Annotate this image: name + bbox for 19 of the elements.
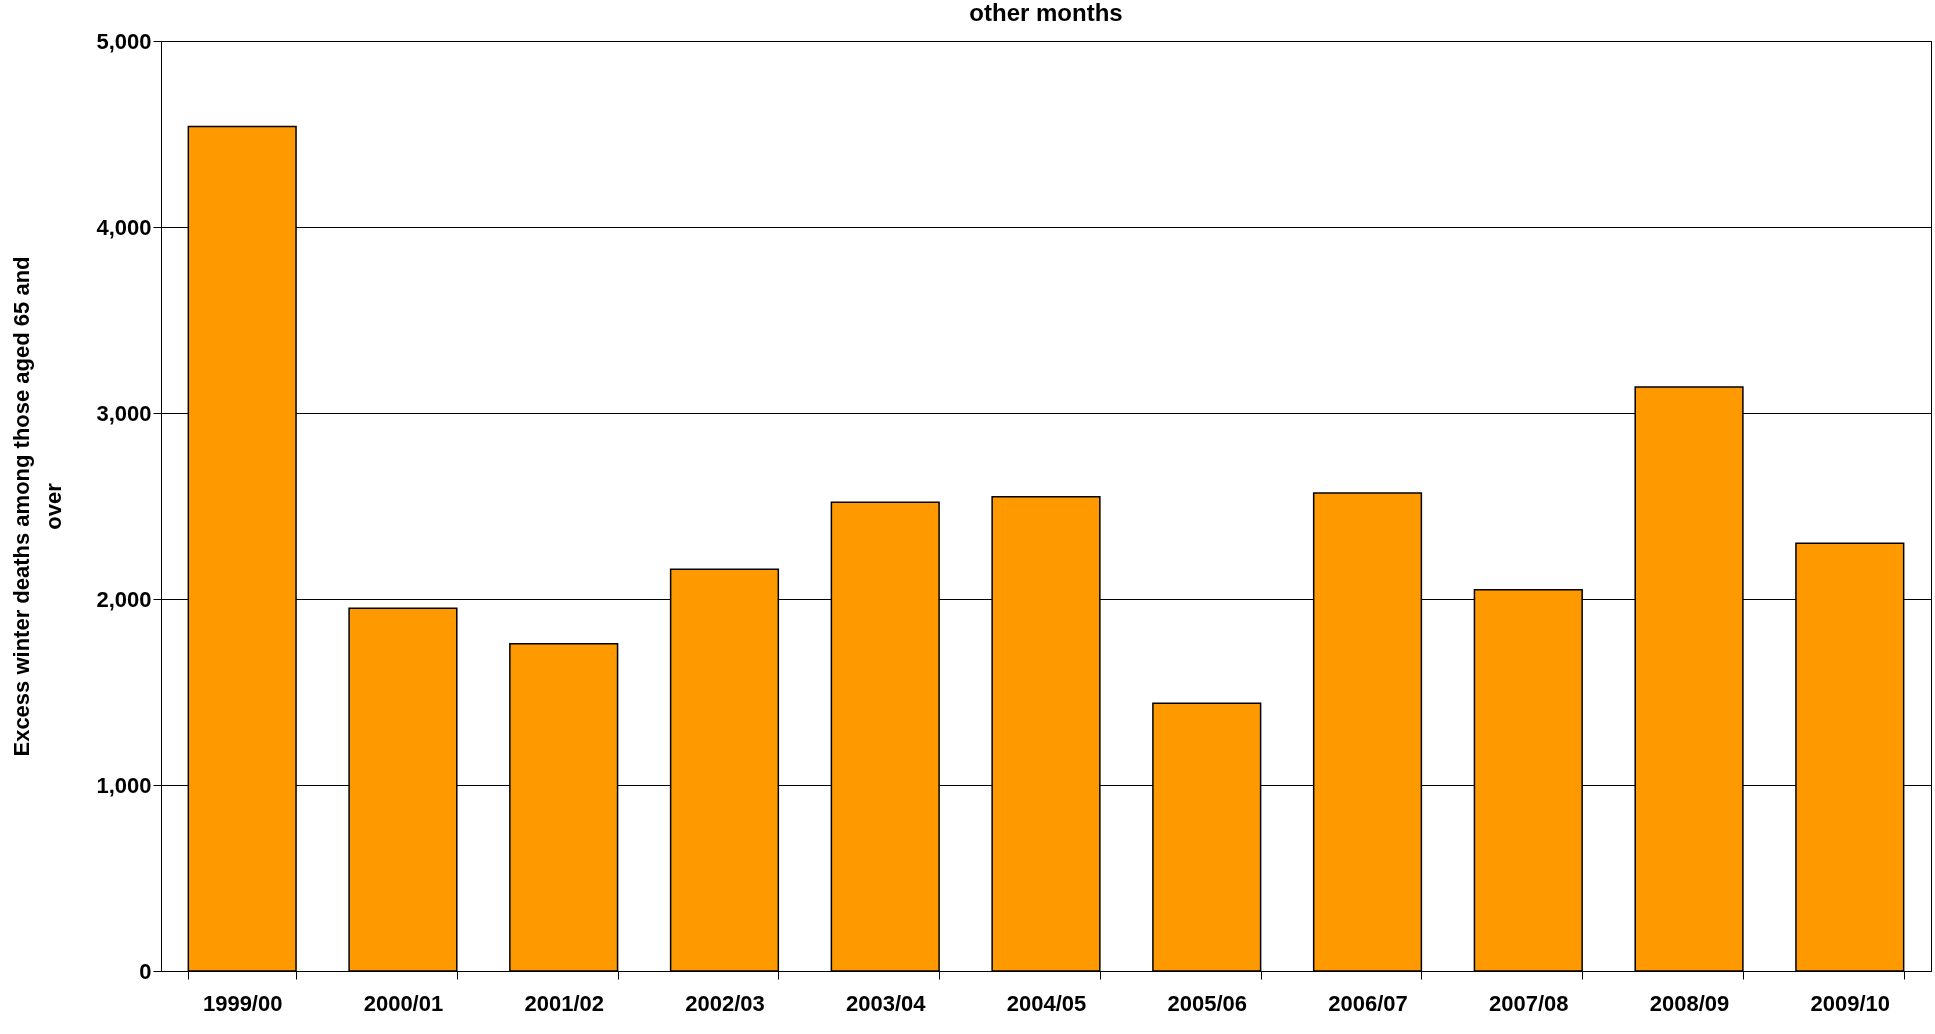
y-tick-label: 3,000 — [96, 400, 152, 426]
x-tick-label: 2006/07 — [1328, 990, 1408, 1016]
x-tick-label: 2009/10 — [1810, 990, 1891, 1016]
x-tick-label: 2002/03 — [685, 990, 765, 1016]
y-tick-label: 2,000 — [96, 586, 152, 612]
y-tick-label: 0 — [139, 958, 152, 984]
x-tick-label: 2004/05 — [1006, 990, 1087, 1016]
x-tick-label: 2001/02 — [524, 990, 604, 1016]
chart-title: other months — [969, 0, 1123, 26]
y-axis-title: Excess winter deaths among those aged 65 and over — [9, 256, 67, 757]
y-tick-label: 4,000 — [96, 214, 152, 240]
x-tick-label: 2000/01 — [363, 990, 444, 1016]
x-tick-label: 2005/06 — [1167, 990, 1248, 1016]
y-tick-label: 5,000 — [96, 28, 152, 54]
x-tick-label: 2003/04 — [845, 990, 927, 1016]
x-tick-label: 2007/08 — [1489, 990, 1569, 1016]
y-tick-label: 1,000 — [96, 772, 152, 798]
x-tick-label: 1999/00 — [202, 990, 283, 1016]
x-tick-label: 2008/09 — [1649, 990, 1730, 1016]
